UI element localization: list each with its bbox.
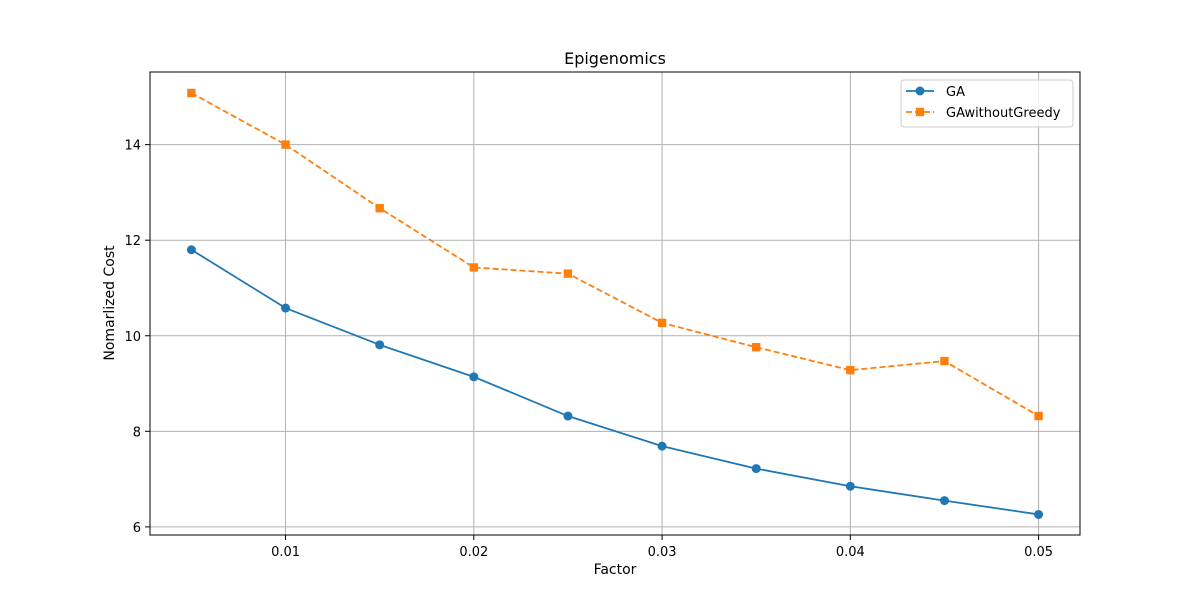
legend-marker-gawithoutgreedy [915, 107, 925, 117]
data-point-gawithoutgreedy [940, 356, 949, 366]
x-axis-label: Factor [594, 562, 637, 578]
chart-title: Epigenomics [564, 49, 666, 68]
data-point-gawithoutgreedy [187, 88, 196, 98]
series-layer [186, 88, 1044, 519]
y-tick-label: 14 [124, 139, 141, 154]
series-line-ga [190, 248, 1039, 516]
y-tick-label: 10 [124, 330, 141, 345]
x-tick-label: 0.05 [1024, 545, 1053, 560]
legend-box [900, 79, 1074, 128]
grid-lines [150, 72, 1080, 535]
data-point-ga [657, 441, 667, 451]
x-tick-label: 0.01 [271, 545, 300, 560]
data-point-ga [1034, 509, 1044, 519]
data-point-ga [375, 340, 385, 350]
y-tick-label: 8 [133, 425, 141, 440]
series-line-gawithoutgreedy [190, 92, 1040, 417]
data-point-ga [563, 411, 573, 421]
data-point-gawithoutgreedy [563, 269, 573, 278]
data-point-ga [751, 464, 761, 474]
axis-ticks: 0.01 0.02 0.03 0.04 0.05 6 8 10 12 14 [124, 139, 1053, 560]
legend-label-gawithoutgreedy: GAwithoutGreedy [946, 106, 1061, 121]
legend-items: GA GAwithoutGreedy [906, 85, 1061, 121]
x-tick-label: 0.04 [836, 545, 865, 560]
data-point-ga [845, 481, 855, 491]
x-tick-label: 0.02 [459, 545, 488, 560]
data-point-gawithoutgreedy [657, 318, 667, 328]
y-tick-label: 6 [133, 521, 141, 536]
data-point-gawithoutgreedy [846, 365, 855, 375]
plot-area: 0.01 0.02 0.03 0.04 0.05 6 8 10 12 14 [124, 71, 1081, 560]
legend-marker-ga [915, 86, 925, 96]
data-point-ga [469, 372, 479, 382]
series-gawithoutgreedy [187, 88, 1043, 421]
data-point-ga [281, 303, 291, 313]
data-point-ga [939, 496, 949, 506]
series-ga [186, 245, 1044, 519]
data-point-gawithoutgreedy [281, 140, 290, 149]
data-point-gawithoutgreedy [469, 263, 479, 272]
data-point-gawithoutgreedy [375, 203, 384, 213]
y-axis-label: Nomarlized Cost [102, 245, 118, 361]
y-tick-label: 12 [124, 234, 141, 249]
legend: GA GAwithoutGreedy [900, 79, 1074, 128]
legend-label-ga: GA [946, 85, 965, 100]
plot-frame [149, 71, 1081, 536]
data-point-gawithoutgreedy [751, 343, 761, 352]
legend-entry-gawithoutgreedy: GAwithoutGreedy [906, 106, 1061, 121]
data-point-ga [186, 245, 196, 255]
data-point-gawithoutgreedy [1034, 411, 1043, 421]
legend-entry-ga: GA [906, 85, 965, 100]
x-tick-label: 0.03 [648, 545, 677, 560]
